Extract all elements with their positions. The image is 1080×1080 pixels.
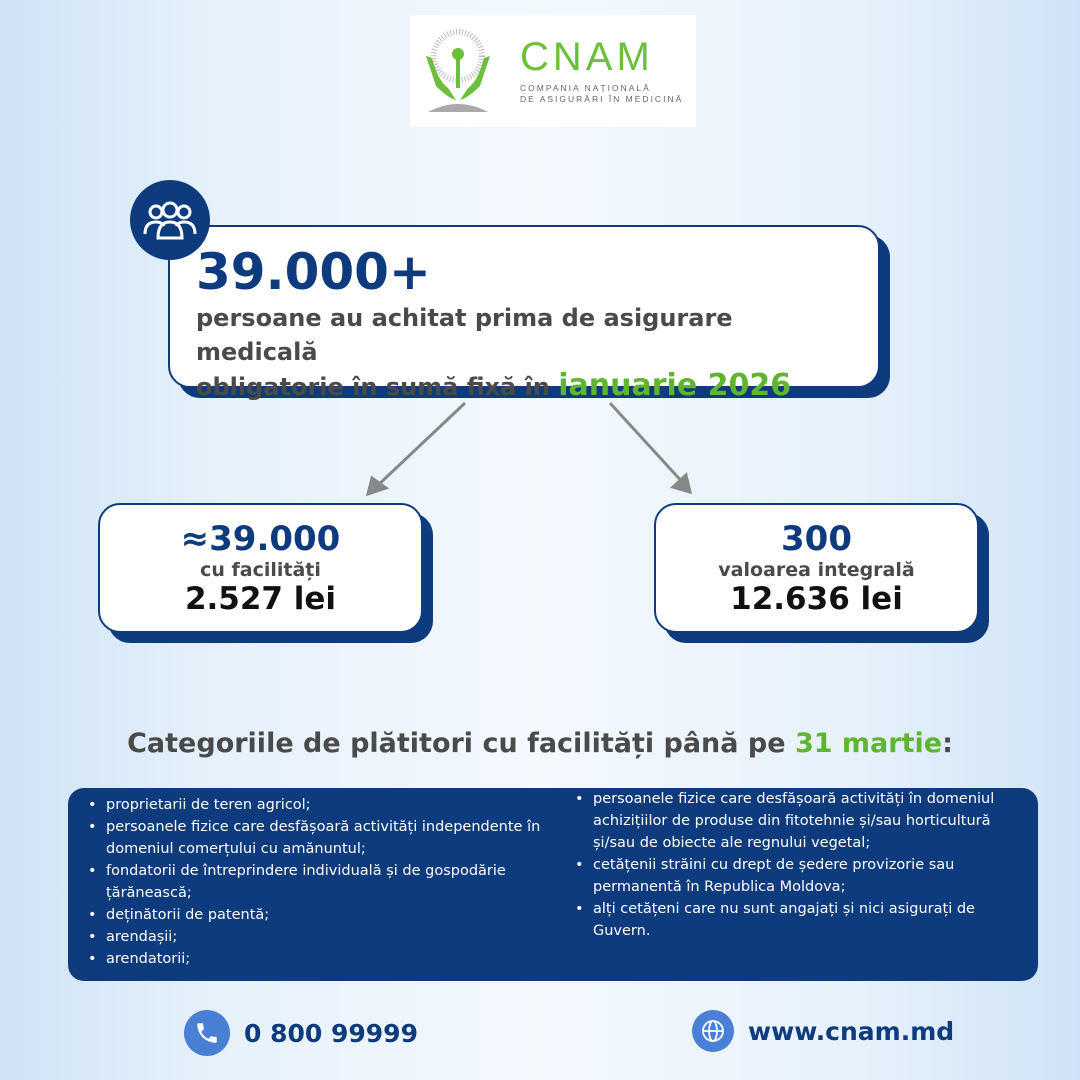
website-contact[interactable]: www.cnam.md [692, 1010, 954, 1052]
phone-contact[interactable]: 0 800 99999 [184, 1010, 418, 1056]
cnam-logo: CNAM COMPANIA NAȚIONALĂ DE ASIGURĂRI ÎN … [410, 15, 696, 127]
phone-number[interactable]: 0 800 99999 [244, 1018, 418, 1048]
arrow-left-head [365, 475, 390, 497]
main-text-1: persoane au achitat prima de asigurare m… [196, 304, 733, 366]
full-value-count: 300 [781, 519, 852, 559]
arrow-right-icon [608, 401, 687, 487]
facilities-amount: 2.527 lei [184, 581, 337, 617]
categories-title: Categoriile de plătitori cu facilități p… [127, 728, 953, 759]
facilities-card: ≈39.000 cu facilități 2.527 lei [98, 503, 423, 633]
logo-subtitle-1: COMPANIA NAȚIONALĂ [520, 83, 651, 93]
website-link[interactable]: www.cnam.md [748, 1016, 955, 1046]
arrow-right-head [670, 472, 693, 495]
list-item: alți cetățeni care nu sunt angajați și n… [573, 898, 1020, 942]
list-item: cetățenii străini cu drept de ședere pro… [573, 854, 1020, 898]
approx-symbol: ≈ [180, 519, 210, 559]
main-stat-card: 39.000+ persoane au achitat prima de asi… [168, 225, 880, 403]
main-highlight: ianuarie 2026 [558, 368, 792, 403]
full-value-amount: 12.636 lei [730, 581, 903, 617]
main-text-2: obligatorie în sumă fixă în [196, 373, 550, 401]
list-item: deținătorii de patentă; [86, 904, 553, 926]
list-item: fondatorii de întreprindere individuală … [86, 860, 553, 904]
categories-right-list: persoanele fizice care desfășoară activi… [553, 788, 1020, 975]
list-item: arendatorii; [86, 948, 553, 970]
people-icon [130, 180, 210, 260]
phone-icon [184, 1010, 230, 1056]
hands-dandelion-icon [418, 26, 498, 116]
list-item: arendașii; [86, 926, 553, 948]
globe-icon [692, 1010, 734, 1052]
full-value-card: 300 valoarea integrală 12.636 lei [654, 503, 979, 633]
list-item: proprietarii de teren agricol; [86, 794, 553, 816]
logo-subtitle-2: DE ASIGURĂRI ÎN MEDICINĂ [520, 94, 684, 104]
facilities-count: 39.000 [209, 519, 341, 559]
list-item: persoanele fizice care desfășoară activi… [86, 816, 553, 860]
main-count: 39.000+ [196, 243, 431, 301]
full-value-label: valoarea integrală [718, 559, 915, 581]
facilities-label: cu facilități [200, 559, 321, 581]
arrow-left-icon [373, 401, 467, 490]
logo-wordmark: CNAM [520, 35, 654, 79]
list-item: persoanele fizice care desfășoară activi… [573, 788, 1020, 854]
categories-panel: proprietarii de teren agricol; persoanel… [68, 788, 1038, 981]
categories-left-list: proprietarii de teren agricol; persoanel… [86, 794, 553, 975]
